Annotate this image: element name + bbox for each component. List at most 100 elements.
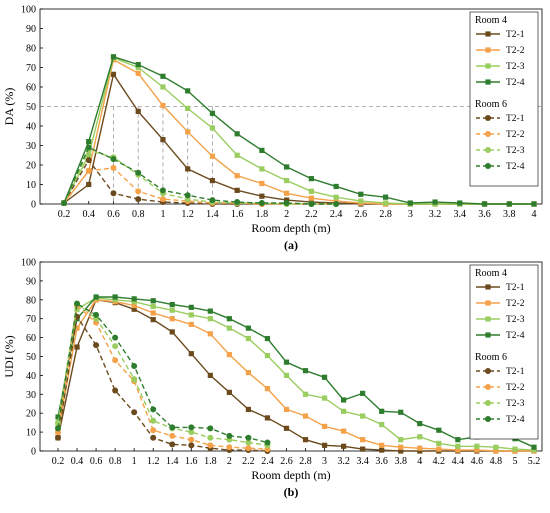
data-point — [341, 408, 347, 414]
legend-marker — [485, 47, 491, 53]
x-tick-label: 2.2 — [242, 456, 255, 467]
legend-marker — [485, 332, 491, 338]
data-point — [209, 125, 216, 131]
data-point — [245, 445, 252, 452]
y-tick-label: 40 — [26, 371, 36, 382]
legend-entry-label: T2-2 — [506, 383, 525, 393]
data-point — [234, 199, 241, 206]
data-point — [321, 442, 328, 448]
legend-marker — [485, 284, 491, 290]
legend-marker — [485, 384, 491, 390]
data-point — [531, 201, 537, 207]
legend-entry-label: T2-1 — [506, 283, 525, 293]
data-point — [308, 188, 314, 194]
legend-marker — [485, 63, 491, 69]
data-point — [417, 420, 423, 427]
data-point — [259, 166, 265, 172]
x-tick-label: 2.6 — [355, 209, 368, 220]
y-tick-label: 90 — [26, 24, 36, 35]
data-point — [382, 194, 389, 200]
data-point — [112, 343, 119, 350]
legend-entry-label: T2-2 — [506, 130, 525, 140]
data-point — [417, 434, 423, 440]
x-tick-label: 3 — [408, 209, 413, 220]
data-point — [209, 110, 216, 116]
data-point — [302, 437, 309, 443]
series-room-6-t2-4 — [61, 144, 340, 207]
data-point — [150, 417, 157, 424]
x-axis-label: Room depth (m) — [251, 221, 330, 235]
data-point — [112, 294, 118, 300]
x-tick-label: 0.8 — [132, 209, 145, 220]
legend-box — [469, 11, 539, 187]
data-point — [160, 137, 166, 143]
series-room-4-t2-4 — [61, 54, 537, 207]
data-point — [110, 164, 117, 171]
x-tick-label: 3.8 — [394, 456, 407, 467]
y-tick-label: 10 — [26, 180, 36, 191]
data-point — [512, 446, 518, 452]
data-point — [481, 201, 488, 207]
legend-entry-label: T2-3 — [506, 399, 525, 409]
y-tick-label: 50 — [26, 102, 36, 113]
data-point — [135, 188, 142, 195]
x-tick-label: 0.8 — [109, 456, 122, 467]
x-tick-label: 0.4 — [82, 209, 95, 220]
x-tick-label: 3 — [322, 456, 327, 467]
legend-marker — [485, 163, 491, 169]
data-point — [264, 335, 271, 342]
data-point — [169, 307, 175, 313]
data-point — [245, 369, 251, 376]
y-tick-label: 0 — [31, 447, 36, 458]
x-tick-label: 1.8 — [256, 209, 269, 220]
data-point — [207, 316, 213, 322]
data-point — [188, 442, 195, 449]
series-line — [63, 56, 534, 205]
data-point — [185, 166, 191, 172]
series-line — [63, 58, 534, 205]
data-point — [226, 325, 232, 331]
series-room-6-t2-1 — [55, 313, 271, 454]
data-point — [436, 446, 442, 452]
data-point — [436, 440, 442, 447]
data-point — [474, 443, 480, 449]
x-tick-label: 2.4 — [261, 456, 274, 467]
data-point — [110, 54, 117, 60]
y-tick-label: 80 — [26, 295, 36, 306]
y-tick-label: 100 — [21, 258, 36, 269]
plot-frame — [39, 261, 543, 452]
data-point — [55, 434, 61, 441]
series-line — [63, 146, 337, 205]
data-point — [245, 325, 251, 331]
data-point — [284, 178, 290, 184]
x-tick-label: 2.6 — [280, 456, 293, 467]
x-tick-label: 4.2 — [433, 456, 446, 467]
data-point — [321, 395, 328, 401]
x-tick-label: 2 — [227, 456, 232, 467]
x-tick-label: 1.4 — [206, 209, 219, 220]
x-tick-label: 1.8 — [204, 456, 217, 467]
data-point — [188, 436, 195, 443]
data-point — [360, 446, 366, 452]
data-point — [264, 386, 271, 392]
data-point — [259, 180, 265, 187]
data-point — [188, 304, 194, 310]
x-tick-label: 1 — [160, 209, 165, 220]
series-line — [57, 299, 534, 452]
data-point — [150, 427, 157, 434]
data-point — [160, 84, 166, 90]
plot-frame — [39, 8, 543, 205]
legend: Room 4 T2-1 T2-2 T2-3 T2-4 Room 6 T2-1 T2-2 T2-3… — [469, 11, 539, 187]
data-point — [55, 414, 61, 420]
data-point — [379, 408, 385, 414]
data-point — [234, 187, 240, 193]
data-point — [112, 334, 119, 341]
series-room-4-t2-2 — [55, 297, 537, 454]
data-point — [131, 302, 137, 309]
data-point — [169, 424, 176, 431]
data-point — [455, 437, 461, 443]
x-tick-label: 4.8 — [490, 456, 503, 467]
y-tick-label: 90 — [26, 276, 36, 287]
panel-label: (b) — [284, 485, 299, 499]
